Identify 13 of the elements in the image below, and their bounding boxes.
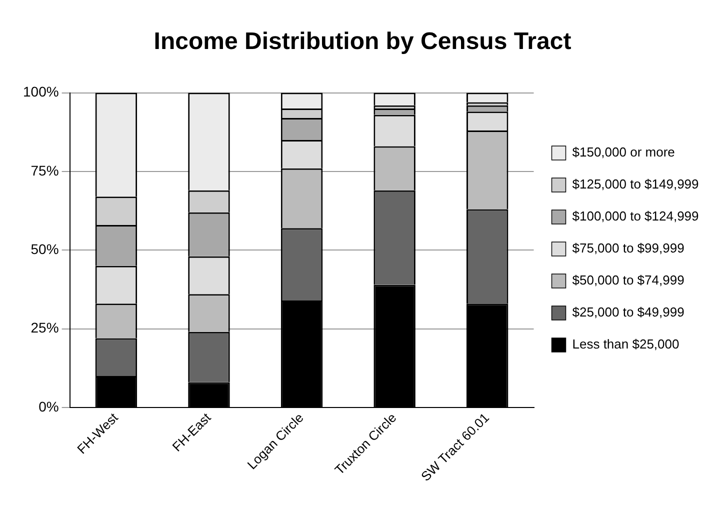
legend-label: $75,000 to $99,999 (572, 240, 684, 256)
legend-label: $125,000 to $149,999 (572, 176, 699, 192)
y-tick-label: 0% (38, 398, 59, 414)
y-tick-label: 75% (30, 162, 59, 178)
legend-label: $100,000 to $124,999 (572, 208, 699, 224)
y-tick-label: 50% (30, 240, 59, 257)
legend-label: $25,000 to $49,999 (572, 304, 684, 320)
y-tick-label: 25% (30, 320, 59, 336)
chart-title: Income Distribution by Census Tract (154, 28, 572, 56)
legend-label: $150,000 or more (572, 144, 675, 160)
legend-label: $50,000 to $74,999 (572, 272, 684, 288)
legend-label: Less than $25,000 (572, 336, 680, 352)
y-tick-label: 100% (22, 84, 59, 100)
